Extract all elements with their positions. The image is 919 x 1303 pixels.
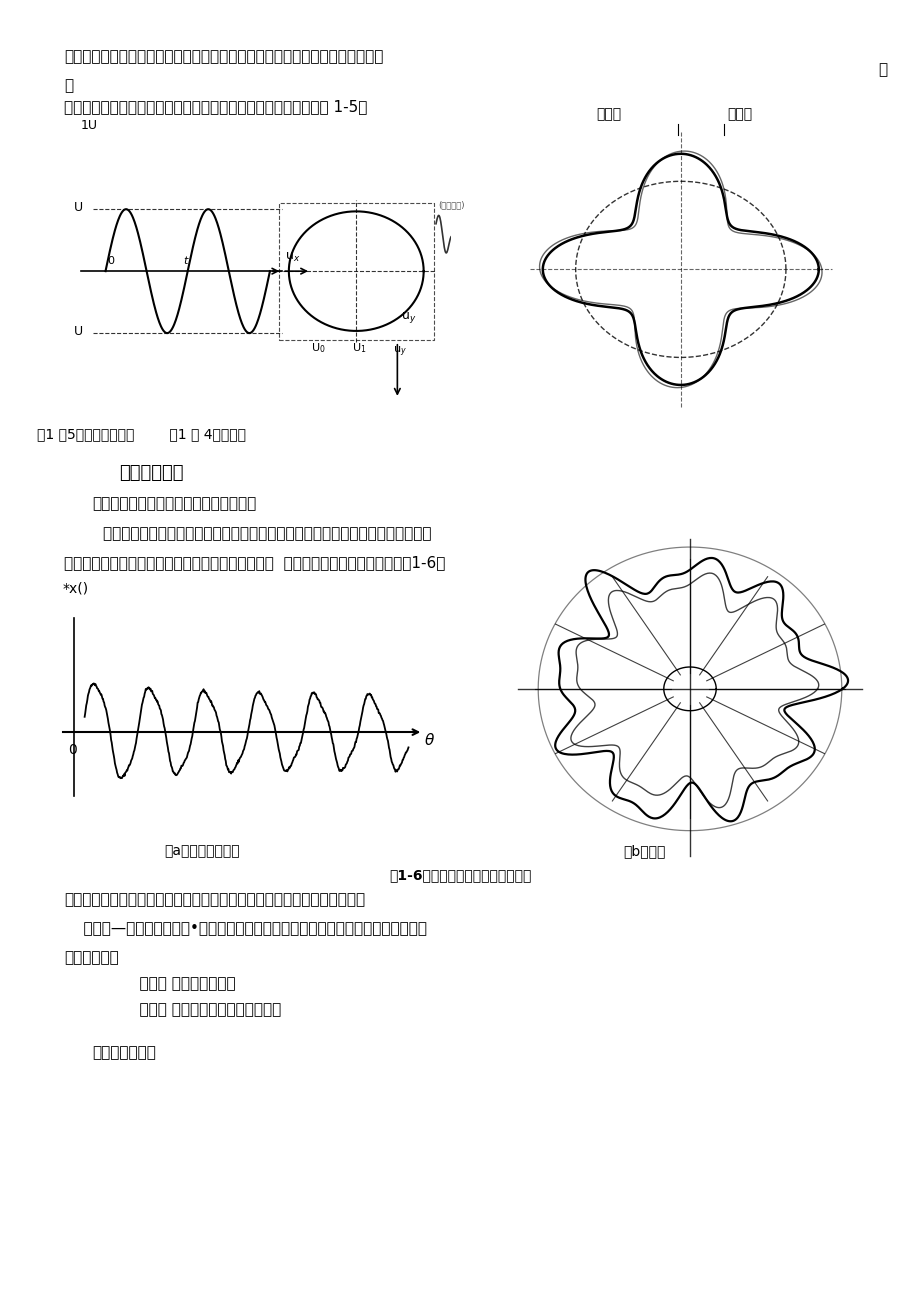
Text: 圆图像—以转角为自变量•某种误差运动为因变量的极坐标图形，与普通极坐标图形: 圆图像—以转角为自变量•某种误差运动为因变量的极坐标图形，与普通极坐标图形 xyxy=(64,921,427,937)
Text: U: U xyxy=(74,326,84,339)
Text: （二）测量方法: （二）测量方法 xyxy=(92,1045,155,1061)
Text: 基: 基 xyxy=(64,78,74,94)
Text: （: （ xyxy=(878,63,887,78)
Text: 0: 0 xyxy=(107,255,114,266)
Text: u$_x$: u$_x$ xyxy=(284,251,300,265)
Text: 回转误差运动的测量结果，一般是记录成一定的图像然后加以分析在确定其特性和: 回转误差运动的测量结果，一般是记录成一定的图像然后加以分析在确定其特性和 xyxy=(64,526,431,542)
Text: u$_y$: u$_y$ xyxy=(401,310,416,324)
Text: 量值。通常是以直角坐标或极坐标的形式加以记录。  极坐标用得最多的圆图像（见图1-6）: 量值。通常是以直角坐标或极坐标的形式加以记录。 极坐标用得最多的圆图像（见图1-… xyxy=(64,555,446,571)
Text: θ: θ xyxy=(425,732,434,748)
Text: t: t xyxy=(184,255,187,266)
Text: 直角坐标形式一一以主轴转角为自变量，误差运动为因变量所表达的图形。: 直角坐标形式一一以主轴转角为自变量，误差运动为因变量所表达的图形。 xyxy=(64,893,365,908)
Text: 圆图像 幅值由基准圆的圆周计起。: 圆图像 幅值由基准圆的圆周计起。 xyxy=(119,1002,280,1018)
Text: 1U: 1U xyxy=(81,119,97,132)
Text: （b）圆图: （b）圆图 xyxy=(622,844,664,859)
Text: 图1-6误差运动测量结果的表达形式: 图1-6误差运动测量结果的表达形式 xyxy=(389,868,530,882)
Text: 普通的 幅值由原点计起: 普通的 幅值由原点计起 xyxy=(119,976,235,992)
Text: 圆图像: 圆图像 xyxy=(727,107,752,121)
Text: 图1 －5误差运动圆图像        图1 － 4正圆图像: 图1 －5误差运动圆图像 图1 － 4正圆图像 xyxy=(37,427,245,442)
Text: U$_1$: U$_1$ xyxy=(352,341,367,356)
Text: U: U xyxy=(74,202,84,215)
Text: 0: 0 xyxy=(68,743,77,757)
Text: (正弦曲线): (正弦曲线) xyxy=(438,201,464,210)
Text: （a）直角坐标形式: （a）直角坐标形式 xyxy=(165,844,240,859)
Text: 的不同之处：: 的不同之处： xyxy=(64,950,119,966)
Text: 准圆）上叠加上回转误差运动在敏感方向上的分量而形成。（见图 1-5）: 准圆）上叠加上回转误差运动在敏感方向上的分量而形成。（见图 1-5） xyxy=(64,99,368,115)
Text: 基准圆: 基准圆 xyxy=(596,107,620,121)
Text: 二、测量方法: 二、测量方法 xyxy=(119,464,184,482)
Text: （一）回转误差运动测量结果的表达方式: （一）回转误差运动测量结果的表达方式 xyxy=(92,496,256,512)
Text: *x(): *x() xyxy=(62,581,88,595)
Text: u$_y$: u$_y$ xyxy=(392,344,406,358)
Text: U$_0$: U$_0$ xyxy=(311,341,325,356)
Text: 为了研究加工误差直观，主轴回转误差运动的圆图象可以看成是由一个正圆图像: 为了研究加工误差直观，主轴回转误差运动的圆图象可以看成是由一个正圆图像 xyxy=(64,50,383,65)
